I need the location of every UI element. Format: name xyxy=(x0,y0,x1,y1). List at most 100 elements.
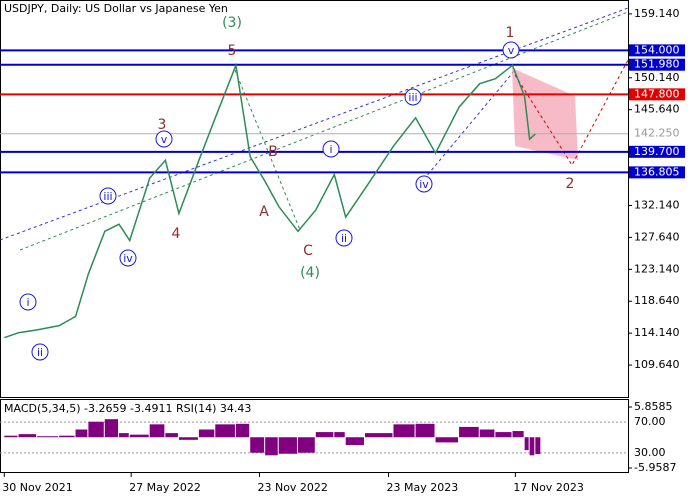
macd-bar xyxy=(88,421,104,438)
wave-label: B xyxy=(268,144,278,160)
macd-bar xyxy=(4,435,18,438)
wave-label: i xyxy=(26,296,29,309)
macd-bar xyxy=(364,433,393,438)
level-box xyxy=(629,44,685,57)
level-label: 139.700 xyxy=(634,145,680,158)
level-label: 147.800 xyxy=(634,87,680,100)
wave-circle xyxy=(502,41,520,59)
y2-tick-label: 5.8585 xyxy=(634,400,673,413)
level-label: 142.250 xyxy=(634,127,680,140)
macd-bar xyxy=(278,437,297,454)
macd-bar xyxy=(529,437,535,456)
x-tick-label: 23 May 2023 xyxy=(386,481,458,494)
macd-bar xyxy=(59,435,75,438)
level-label: 136.805 xyxy=(634,165,680,178)
y-tick-label: 114.140 xyxy=(634,326,680,339)
macd-bar xyxy=(297,437,315,453)
macd-bar xyxy=(479,429,495,438)
macd-bar xyxy=(334,432,345,438)
macd-bar xyxy=(250,437,265,453)
macd-bar xyxy=(165,433,178,438)
main-frame xyxy=(0,0,629,398)
macd-bar xyxy=(119,433,129,438)
macd-bar xyxy=(104,419,119,438)
macd-bar xyxy=(345,437,364,445)
wave-label: (4) xyxy=(300,265,320,281)
macd-bar xyxy=(415,423,435,438)
macd-bar xyxy=(315,432,334,438)
level-label: 154.000 xyxy=(634,43,680,56)
macd-bar xyxy=(393,424,415,438)
wave-label: v xyxy=(508,44,515,57)
macd-bar xyxy=(198,429,215,438)
macd-bar xyxy=(512,431,524,438)
wave-circle xyxy=(404,88,422,106)
rsi-tick-label: 30.00 xyxy=(634,446,666,459)
price-line xyxy=(4,62,536,339)
forecast-zone xyxy=(512,68,578,160)
wave-circle xyxy=(155,130,173,148)
y-tick-label: 132.140 xyxy=(634,198,680,211)
wave-label: iii xyxy=(408,91,417,104)
macd-bar xyxy=(215,424,235,438)
x-tick-label: 17 Nov 2023 xyxy=(513,481,583,494)
y-tick-label: 159.140 xyxy=(634,7,680,20)
wave-circle xyxy=(415,175,433,193)
macd-bar xyxy=(535,437,541,455)
wave-label: 5 xyxy=(228,43,237,59)
wave-label: 1 xyxy=(506,25,515,41)
trend-line xyxy=(19,11,629,251)
wave-label: C xyxy=(303,243,313,259)
macd-bar xyxy=(75,429,88,438)
wave-label: (3) xyxy=(222,15,242,31)
macd-bar xyxy=(149,424,165,438)
wave-circle xyxy=(119,249,137,267)
macd-bar xyxy=(435,437,459,443)
wave-circle xyxy=(99,187,117,205)
rsi-tick-label: 70.00 xyxy=(634,415,666,428)
wave-label: 2 xyxy=(566,176,575,192)
x-tick-label: 30 Nov 2021 xyxy=(2,481,72,494)
indicator-title: MACD(5,34,5) -3.2659 -3.4911 RSI(14) 34.… xyxy=(4,402,251,415)
wave-label: A xyxy=(259,204,269,220)
level-box xyxy=(629,145,685,158)
x-tick-label: 23 Nov 2022 xyxy=(257,481,327,494)
y-tick-label: 127.640 xyxy=(634,230,680,243)
wave-label: 4 xyxy=(172,226,181,242)
y-tick-label: 145.640 xyxy=(634,103,680,116)
wave-circle xyxy=(31,343,49,361)
wave-label: v xyxy=(161,133,168,146)
chart-title: USDJPY, Daily: US Dollar vs Japanese Yen xyxy=(4,2,228,15)
wave-circle xyxy=(19,293,37,311)
wave-label: ii xyxy=(341,232,347,245)
trend-line xyxy=(419,69,516,185)
x-tick-label: 27 May 2022 xyxy=(129,481,201,494)
y-tick-label: 123.140 xyxy=(634,262,680,275)
macd-bar xyxy=(37,436,59,438)
macd-bar xyxy=(524,437,529,451)
macd-bar xyxy=(495,432,512,438)
macd-bar xyxy=(459,426,479,438)
wave-label: iv xyxy=(123,252,133,265)
level-label: 151.980 xyxy=(634,58,680,71)
level-box xyxy=(629,166,685,179)
y2-tick-label: -5.9587 xyxy=(634,461,676,474)
trend-line xyxy=(234,69,301,231)
wave-label: iii xyxy=(103,190,112,203)
macd-bar xyxy=(178,437,198,440)
macd-bar xyxy=(265,437,278,456)
macd-bar xyxy=(129,434,149,438)
wave-circle xyxy=(335,229,353,247)
macd-bar xyxy=(18,434,37,438)
wave-label: 3 xyxy=(158,117,167,133)
wave-label: ii xyxy=(37,346,43,359)
level-box xyxy=(629,58,685,71)
level-box xyxy=(629,88,685,101)
level-box xyxy=(629,127,685,140)
wave-circle xyxy=(322,140,340,158)
sub-frame xyxy=(0,399,629,473)
macd-bar xyxy=(235,423,250,438)
wave-label: i xyxy=(329,143,332,156)
